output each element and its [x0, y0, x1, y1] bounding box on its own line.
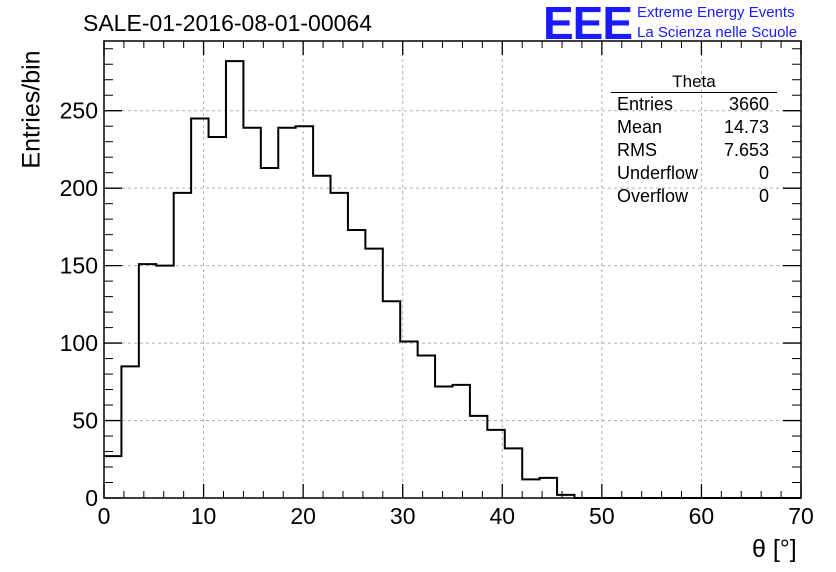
y-tick-label: 250 — [60, 98, 98, 124]
x-tick-label: 70 — [788, 503, 814, 529]
logo-line-2: La Scienza nelle Scuole — [637, 24, 798, 41]
stats-value: 0 — [758, 186, 769, 206]
x-tick-label: 40 — [489, 503, 515, 529]
x-tick-label: 30 — [390, 503, 416, 529]
stats-value: 14.73 — [723, 117, 769, 137]
grid-lines — [104, 41, 801, 498]
y-tick-label: 100 — [60, 330, 98, 356]
stats-label: RMS — [617, 140, 657, 160]
y-tick-label: 50 — [72, 408, 98, 434]
stats-value: 0 — [758, 163, 769, 183]
chart-title: SALE-01-2016-08-01-00064 — [83, 10, 372, 36]
stats-title: Theta — [611, 72, 777, 93]
logo-line-1: Extreme Energy Events — [637, 4, 795, 21]
stats-value: 7.653 — [723, 140, 769, 160]
stats-label: Entries — [617, 94, 674, 114]
stats-row-entries: Entries 3660 — [611, 93, 777, 116]
stats-row-mean: Mean 14.73 — [611, 116, 777, 139]
x-tick-label: 50 — [589, 503, 615, 529]
y-tick-label: 200 — [60, 175, 98, 201]
y-tick-label: 150 — [60, 253, 98, 279]
eee-logo: EEE — [543, 0, 633, 49]
stats-value: 3660 — [728, 94, 769, 114]
stats-row-underflow: Underflow 0 — [611, 162, 777, 185]
x-axis-label: θ [°] — [752, 535, 797, 563]
y-tick-label: 0 — [85, 485, 98, 511]
x-tick-label: 10 — [191, 503, 217, 529]
stats-label: Mean — [617, 117, 663, 137]
plot-frame — [103, 40, 802, 499]
tick-labels: 0 10 20 30 40 50 60 70 0 50 100 150 200 250 — [60, 98, 814, 529]
x-tick-label: 60 — [689, 503, 715, 529]
stats-box: Theta Entries 3660 Mean 14.73 RMS 7.653 … — [611, 72, 777, 208]
x-tick-label: 20 — [290, 503, 316, 529]
stats-row-rms: RMS 7.653 — [611, 139, 777, 162]
stats-label: Overflow — [617, 186, 689, 206]
stats-row-overflow: Overflow 0 — [611, 185, 777, 208]
y-axis-label: Entries/bin — [17, 50, 46, 169]
x-tick-label: 0 — [98, 503, 111, 529]
stats-label: Underflow — [617, 163, 699, 183]
